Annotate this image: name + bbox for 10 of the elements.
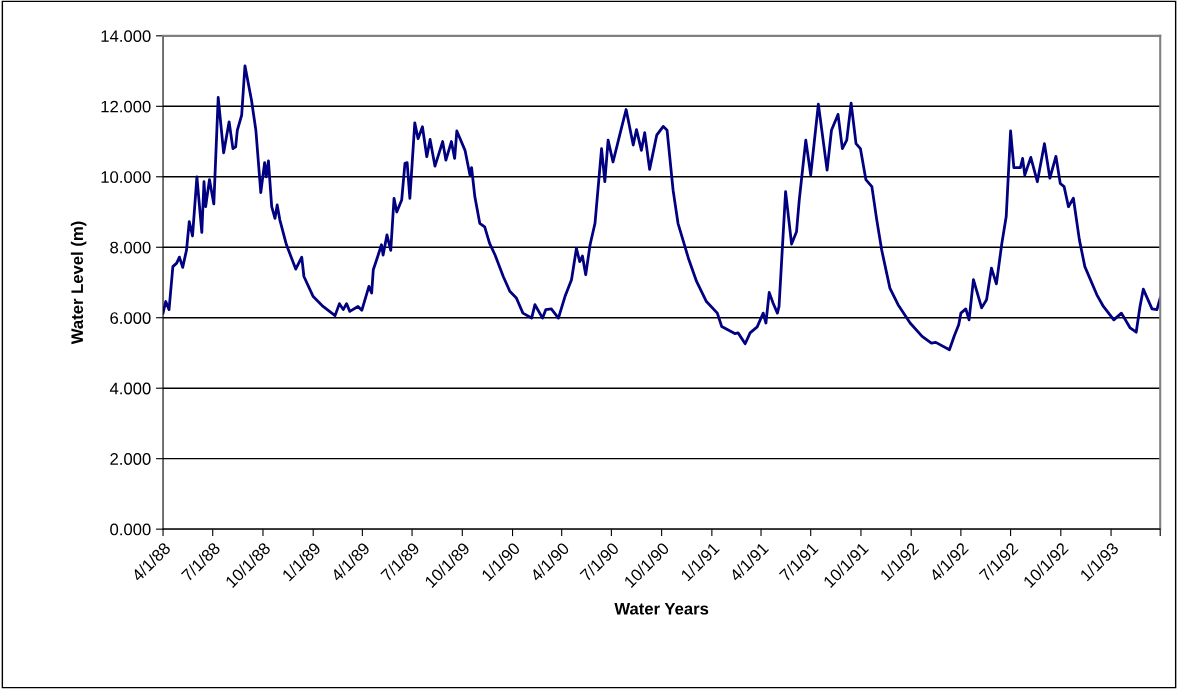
y-tick-label: 0.000 [110, 523, 151, 536]
y-tick-label: 12.000 [101, 100, 151, 113]
y-tick-label: 8.000 [110, 241, 151, 254]
y-tick-label: 10.000 [101, 171, 151, 183]
y-axis-title: Water Level (m) [70, 221, 87, 345]
y-tick-label: 14.000 [101, 30, 151, 43]
y-tick-label: 4.000 [109, 382, 151, 395]
y-tick-label: 6.000 [110, 312, 151, 324]
y-tick-label: 2.000 [110, 453, 151, 465]
x-axis-title: Water Years [614, 602, 709, 615]
